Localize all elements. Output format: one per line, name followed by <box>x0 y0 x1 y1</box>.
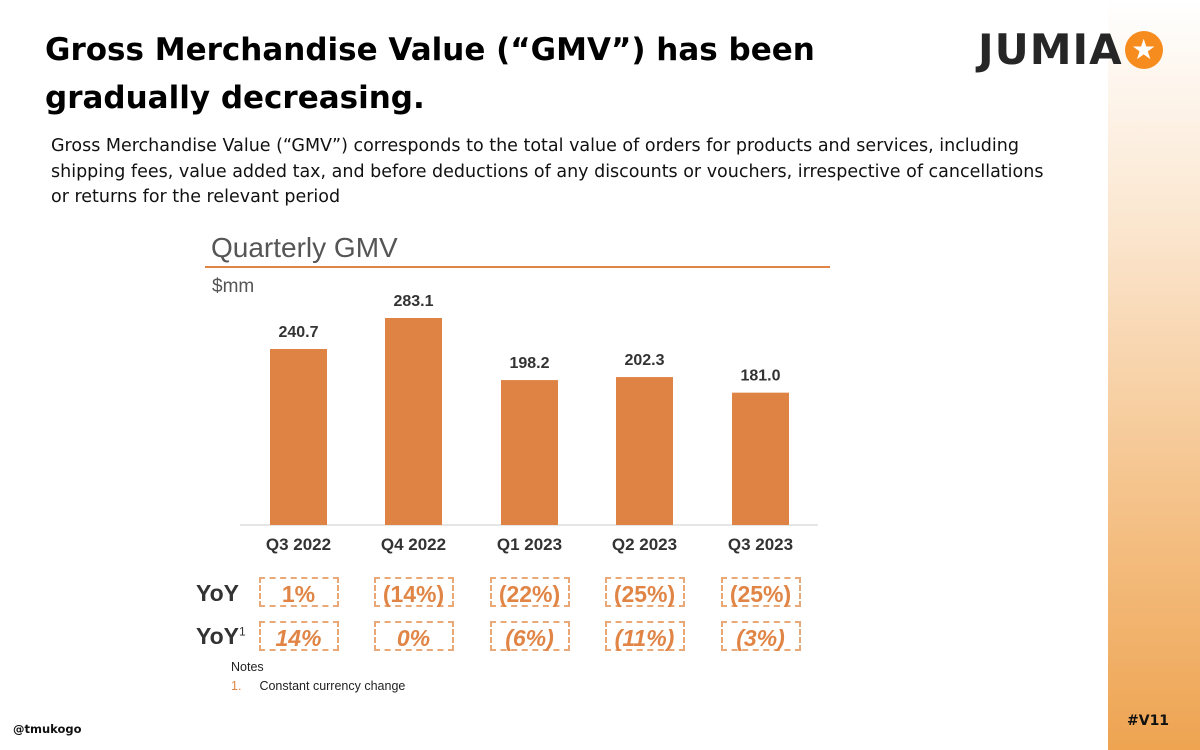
x-tick-label: Q2 2023 <box>611 535 678 554</box>
data-label: 181.0 <box>740 368 780 385</box>
note-item: 1. Constant currency change <box>231 679 405 693</box>
notes-heading: Notes <box>231 660 264 674</box>
yoy-row-label: YoY <box>196 580 240 606</box>
description: Gross Merchandise Value (“GMV”) correspo… <box>51 136 1044 207</box>
star-icon: ★ <box>1124 31 1163 69</box>
page-title: Gross Merchandise Value (“GMV”) has been… <box>45 32 815 116</box>
chart-title: Quarterly GMV <box>211 232 398 263</box>
yoy-constant-currency-value: (11%) <box>604 621 685 651</box>
yoy-value: 1% <box>258 577 339 607</box>
yoy-cc-row-label: YoY1 <box>196 623 246 650</box>
x-tick-label: Q1 2023 <box>496 535 563 554</box>
data-label: 283.1 <box>393 293 433 310</box>
yoy-constant-currency-value: (6%) <box>489 621 570 651</box>
yoy-constant-currency-value: 0% <box>373 621 454 651</box>
x-tick-label: Q3 2022 <box>265 535 332 554</box>
yoy-value: (14%) <box>373 577 454 607</box>
yoy-cc-label-text: YoY <box>196 623 240 649</box>
yoy-constant-currency-value: 14% <box>258 621 339 651</box>
footnote-marker: 1 <box>239 624 246 639</box>
yoy-value: (25%) <box>604 577 685 607</box>
yoy-value: (25%) <box>720 577 801 607</box>
bar <box>732 392 789 525</box>
decorative-gradient-strip <box>1108 0 1200 750</box>
y-axis-label: $mm <box>212 276 255 297</box>
x-tick-label: Q3 2023 <box>727 535 794 554</box>
logo-text: JUMIA <box>978 25 1123 74</box>
author-handle: @tmukogo <box>13 722 82 736</box>
yoy-constant-currency-value: (3%) <box>720 621 801 651</box>
slide-tag: #V11 <box>1127 713 1170 729</box>
data-label: 240.7 <box>278 324 318 341</box>
note-text: Constant currency change <box>259 679 406 693</box>
bar <box>501 380 558 525</box>
x-tick-label: Q4 2022 <box>380 535 447 554</box>
data-label: 198.2 <box>509 355 549 372</box>
bar <box>616 377 673 525</box>
data-label: 202.3 <box>624 352 664 369</box>
bar <box>385 318 442 525</box>
note-number: 1. <box>231 679 242 693</box>
bar <box>270 349 327 525</box>
yoy-value: (22%) <box>489 577 570 607</box>
jumia-logo: JUMIA ★ <box>978 26 1163 74</box>
